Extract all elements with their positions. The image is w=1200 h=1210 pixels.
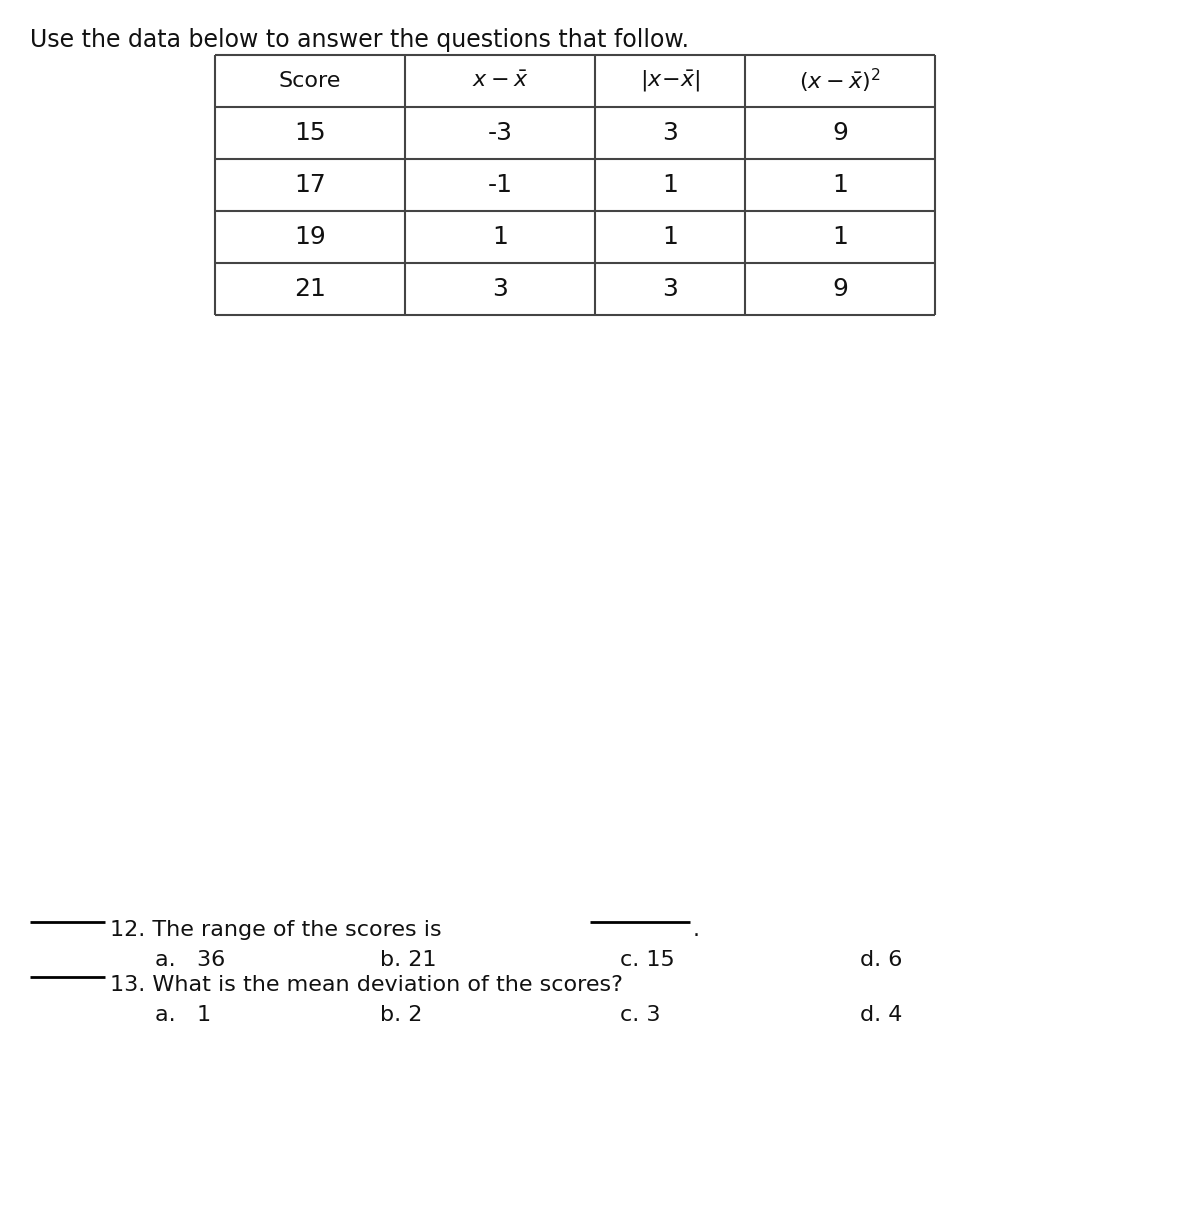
Text: Score: Score <box>278 71 341 91</box>
Text: 13. What is the mean deviation of the scores?: 13. What is the mean deviation of the sc… <box>110 975 623 995</box>
Text: a.   1: a. 1 <box>155 1006 211 1025</box>
Text: c. 3: c. 3 <box>620 1006 660 1025</box>
Text: 1: 1 <box>662 173 678 197</box>
Text: 12. The range of the scores is: 12. The range of the scores is <box>110 920 442 940</box>
Text: 17: 17 <box>294 173 326 197</box>
Text: b. 2: b. 2 <box>380 1006 422 1025</box>
Text: c. 15: c. 15 <box>620 950 674 970</box>
Text: b. 21: b. 21 <box>380 950 437 970</box>
Text: Use the data below to answer the questions that follow.: Use the data below to answer the questio… <box>30 28 689 52</box>
Text: 21: 21 <box>294 277 326 301</box>
Text: 9: 9 <box>832 277 848 301</box>
Text: 3: 3 <box>662 277 678 301</box>
Text: -3: -3 <box>487 121 512 145</box>
Text: -1: -1 <box>487 173 512 197</box>
Text: 9: 9 <box>832 121 848 145</box>
Text: d. 6: d. 6 <box>860 950 902 970</box>
Text: 15: 15 <box>294 121 326 145</box>
Text: 1: 1 <box>662 225 678 249</box>
Text: $|x\!-\!\bar{x}|$: $|x\!-\!\bar{x}|$ <box>640 68 701 93</box>
Text: 3: 3 <box>662 121 678 145</box>
Text: d. 4: d. 4 <box>860 1006 902 1025</box>
Text: $x - \bar{x}$: $x - \bar{x}$ <box>472 71 528 91</box>
Text: 19: 19 <box>294 225 326 249</box>
Text: .: . <box>694 920 700 940</box>
Text: 1: 1 <box>492 225 508 249</box>
Text: 3: 3 <box>492 277 508 301</box>
Text: 1: 1 <box>832 173 848 197</box>
Text: $(x - \bar{x})^2$: $(x - \bar{x})^2$ <box>799 67 881 96</box>
Text: 1: 1 <box>832 225 848 249</box>
Text: a.   36: a. 36 <box>155 950 226 970</box>
